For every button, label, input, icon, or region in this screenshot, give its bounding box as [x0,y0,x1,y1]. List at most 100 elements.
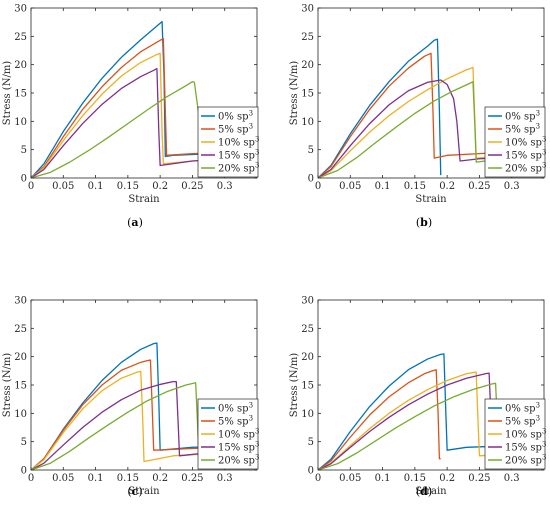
x-tick-label: 0 [315,473,321,484]
legend-label: 20% sp3 [218,454,259,467]
series-line-2 [318,371,544,470]
y-tick-label: 10 [301,409,314,420]
y-axis-label: Stress (N/m) [2,353,13,418]
y-tick-label: 25 [14,32,27,43]
legend-label-superscript: 3 [249,123,253,131]
x-tick-label: 0.3 [504,473,520,484]
series-line-3 [318,79,544,178]
x-tick-label: 0.25 [468,181,490,192]
legend-label-superscript: 3 [542,454,546,462]
x-tick-label: 0.15 [117,181,139,192]
series-line-0 [31,342,257,470]
panel-caption-part: b [420,216,428,229]
panel-caption-part: ( [416,216,420,229]
legend-label-superscript: 3 [249,110,253,118]
y-tick-label: 25 [14,324,27,335]
x-tick-label: 0.3 [504,181,520,192]
x-tick-label: 0 [28,473,34,484]
legend-label: 20% sp3 [218,162,259,175]
x-tick-label: 0.25 [468,473,490,484]
x-tick-label: 0.15 [117,473,139,484]
panel-caption-part: ( [127,485,131,498]
series-line-0 [31,20,257,178]
legend-label: 10% sp3 [218,136,259,149]
legend-label-superscript: 3 [255,149,259,157]
legend-label: 5% sp3 [218,123,253,136]
panel-b: 0 0.05 0.1 0.15 0.2 0.25 0.3 0 5 10 15 20 25 30 Strain… [289,4,546,230]
panel-c: 0 0.05 0.1 0.15 0.2 0.25 0.3 0 5 10 15 20 25 30 Strain… [2,296,259,499]
legend-label: 0% sp3 [218,110,253,123]
x-tick-label: 0.25 [181,181,203,192]
x-axis-label: Strain [415,194,447,205]
y-tick-label: 15 [14,89,27,100]
legend-label-superscript: 3 [536,123,540,131]
legend-label-superscript: 3 [542,428,546,436]
x-tick-label: 0.1 [375,473,391,484]
panel-caption-part: ) [428,485,432,498]
legend-label-superscript: 3 [536,110,540,118]
series-line-2 [31,370,257,470]
legend-label: 10% sp3 [505,428,546,441]
y-tick-label: 15 [301,89,314,100]
x-axis-label: Strain [415,486,447,497]
series-line-0 [318,353,544,470]
series-line-3 [31,380,257,470]
panel-caption: (c) [127,485,142,498]
panel-a: 0 0.05 0.1 0.15 0.2 0.25 0.3 0 5 10 15 20 25 30 Strain… [2,4,259,230]
y-tick-label: 20 [14,352,27,363]
x-tick-label: 0.2 [152,473,168,484]
legend-label-superscript: 3 [542,136,546,144]
legend-label-superscript: 3 [249,402,253,410]
x-axis-label: Strain [128,194,160,205]
x-tick-label: 0.1 [88,473,104,484]
x-tick-label: 0.3 [217,181,233,192]
legend-label-superscript: 3 [255,136,259,144]
y-tick-label: 0 [21,466,27,477]
y-tick-label: 10 [14,117,27,128]
series-line-1 [318,52,544,178]
y-tick-label: 20 [14,60,27,71]
x-tick-label: 0.2 [152,181,168,192]
y-tick-label: 25 [301,32,314,43]
x-axis-label: Strain [128,486,160,497]
legend-label-superscript: 3 [542,441,546,449]
x-tick-label: 0.2 [439,473,455,484]
panel-caption-part: ) [138,485,142,498]
panel-caption-part: ( [127,216,131,229]
panel-caption: (d) [416,485,432,498]
panel-caption-part: ) [139,216,143,229]
legend-label: 20% sp3 [505,454,546,467]
legend-label: 5% sp3 [218,415,253,428]
legend-label: 10% sp3 [505,136,546,149]
x-tick-label: 0.2 [439,181,455,192]
panel-caption-part: d [420,485,428,498]
legend-label-superscript: 3 [255,441,259,449]
y-tick-label: 30 [301,296,314,307]
x-tick-label: 0.15 [404,473,426,484]
legend-label: 5% sp3 [505,415,540,428]
x-tick-label: 0.15 [404,181,426,192]
x-tick-label: 0.05 [339,181,361,192]
y-tick-label: 15 [14,381,27,392]
x-tick-label: 0.1 [88,181,104,192]
y-tick-label: 20 [301,352,314,363]
y-tick-label: 20 [301,60,314,71]
series-line-1 [318,369,441,470]
series-line-1 [31,37,257,178]
legend-label-superscript: 3 [255,428,259,436]
panel-caption-part: ( [416,485,420,498]
y-tick-label: 15 [301,381,314,392]
legend-label-superscript: 3 [255,454,259,462]
y-axis-label: Stress (N/m) [289,61,300,126]
panel-caption: (b) [416,216,432,229]
y-axis-label: Stress (N/m) [2,61,13,126]
panel-caption-part: a [131,216,138,229]
y-tick-label: 25 [301,324,314,335]
x-tick-label: 0.05 [52,473,74,484]
legend-label: 5% sp3 [505,123,540,136]
legend-label-superscript: 3 [536,402,540,410]
y-tick-label: 0 [21,174,27,185]
